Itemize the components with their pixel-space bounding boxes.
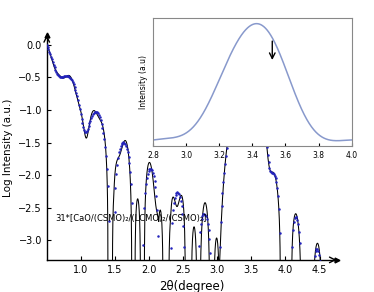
Y-axis label: Intensity (a.u): Intensity (a.u) bbox=[139, 55, 148, 109]
Text: 31*[CaO/(CSMO)₂/(LCMO)₂/(CSMO)₂]: 31*[CaO/(CSMO)₂/(LCMO)₂/(CSMO)₂] bbox=[55, 214, 206, 223]
X-axis label: 2θ(degree): 2θ(degree) bbox=[159, 280, 224, 292]
Y-axis label: Log Intensity (a.u.): Log Intensity (a.u.) bbox=[3, 98, 13, 197]
